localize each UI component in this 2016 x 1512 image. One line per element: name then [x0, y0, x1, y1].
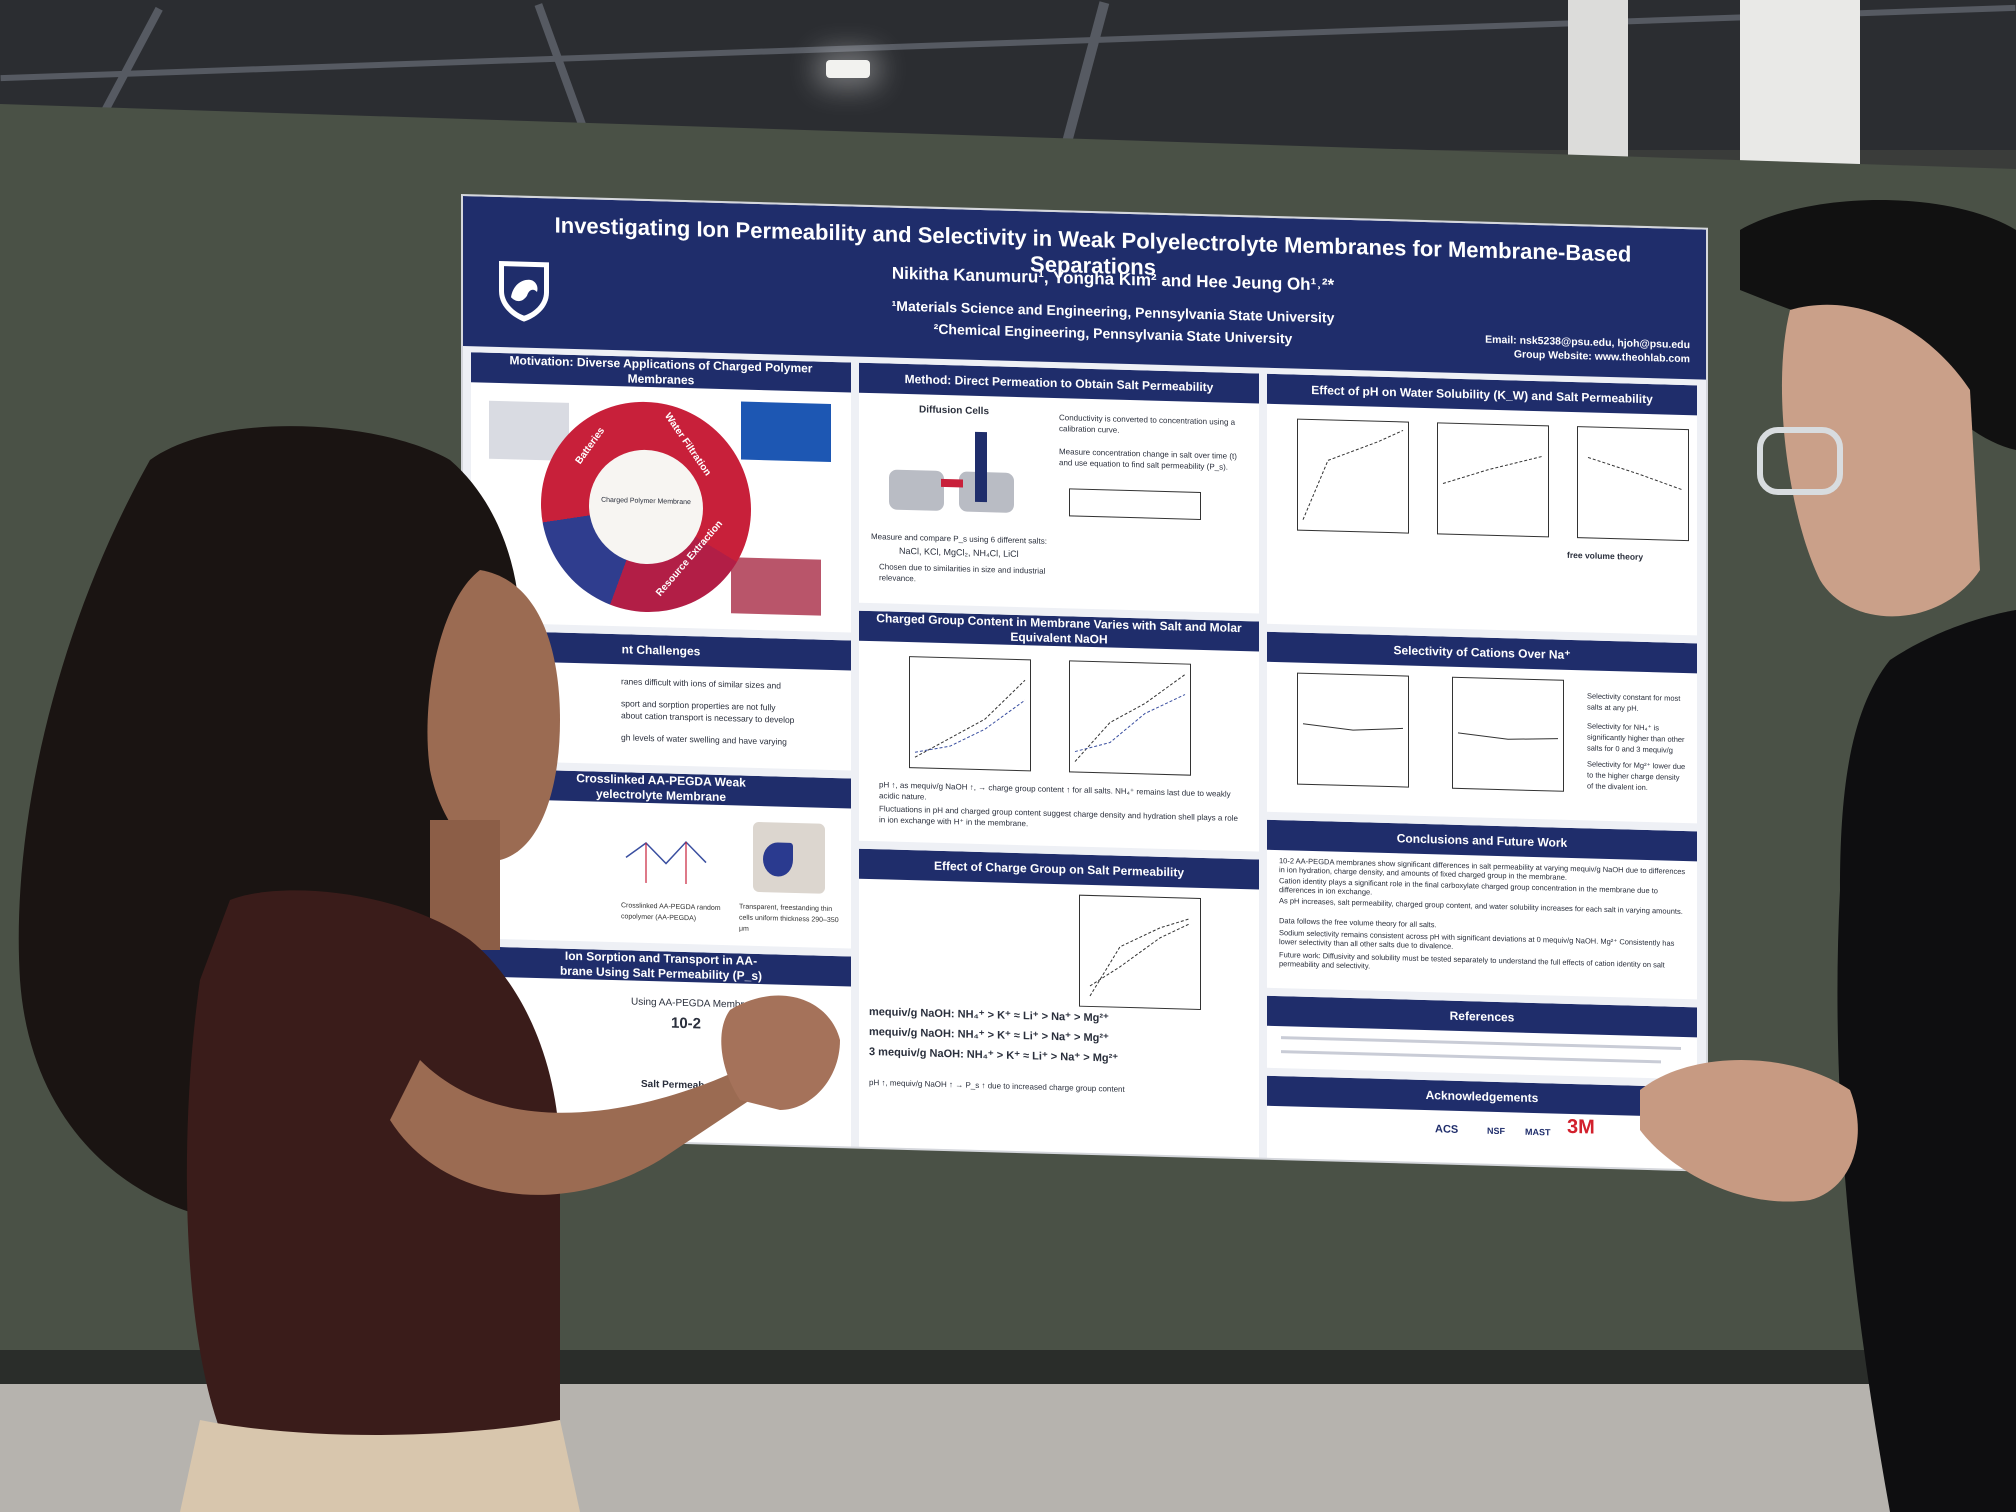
- method-panel: Method: Direct Permeation to Obtain Salt…: [859, 362, 1259, 614]
- poster-column-right: Effect of pH on Water Solubility (K_W) a…: [1267, 373, 1697, 1170]
- poster-header: Investigating Ion Permeability and Selec…: [463, 196, 1706, 380]
- ph-plot-2: [1437, 422, 1549, 538]
- ceiling-beam: [1060, 1, 1110, 149]
- crosslinked-panel: Crosslinked AA-PEGDA Weak yelectrolyte M…: [471, 768, 851, 949]
- polymer-structure-figure: [625, 840, 707, 885]
- diffusion-cells-title: Diffusion Cells: [919, 404, 990, 418]
- ceiling-light: [826, 60, 870, 78]
- charged-group-plot-1: [909, 656, 1031, 772]
- mast-logo: MAST: [1525, 1126, 1551, 1138]
- ceiling-beam: [0, 4, 2016, 82]
- pillar: [1568, 0, 1628, 160]
- penn-state-shield-logo: [499, 260, 549, 322]
- acs-logo: ACS: [1435, 1123, 1459, 1136]
- poster-column-middle: Method: Direct Permeation to Obtain Salt…: [859, 362, 1259, 1158]
- pillar: [1740, 0, 1860, 165]
- method-title: Method: Direct Permeation to Obtain Salt…: [859, 362, 1259, 404]
- selectivity-plot-1: [1297, 672, 1409, 788]
- effect-charge-panel: Effect of Charge Group on Salt Permeabil…: [859, 848, 1259, 1158]
- method-bullet-2: Measure concentration change in salt ove…: [1059, 447, 1237, 472]
- presenter-person: [18, 426, 840, 1512]
- charged-group-panel: Charged Group Content in Membrane Varies…: [859, 610, 1259, 852]
- research-poster: Investigating Ion Permeability and Selec…: [463, 196, 1706, 1170]
- motivation-title: Motivation: Diverse Applications of Char…: [471, 352, 851, 393]
- poster-column-left: Motivation: Diverse Applications of Char…: [471, 352, 851, 1147]
- nsf-logo: NSF: [1487, 1125, 1505, 1137]
- ph-plot-3: [1577, 426, 1689, 542]
- selectivity-plot-2: [1452, 676, 1564, 792]
- ph-plot-1: [1297, 418, 1409, 534]
- permeability-equation: [1069, 488, 1201, 520]
- selectivity-panel: Selectivity of Cations Over Na⁺ Selectiv…: [1267, 631, 1697, 824]
- ph-effect-panel: Effect of pH on Water Solubility (K_W) a…: [1267, 373, 1697, 636]
- diffusion-cell-diagram: [889, 431, 1014, 513]
- listener-person: [1640, 200, 2016, 1512]
- effect-charge-plot: [1079, 894, 1201, 1010]
- method-bullet-1: Conductivity is converted to concentrati…: [1059, 413, 1236, 435]
- charged-group-plot-2: [1069, 660, 1191, 776]
